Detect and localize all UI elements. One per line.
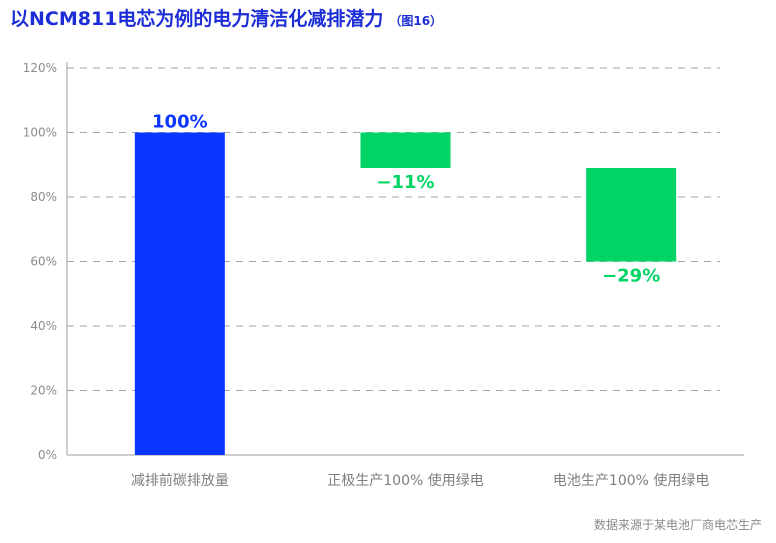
data-label-1: 100% bbox=[152, 112, 208, 133]
y-tick-label: 120% bbox=[23, 61, 57, 75]
y-tick-label: 20% bbox=[30, 384, 57, 398]
bars bbox=[134, 132, 677, 455]
data-label-3: −29% bbox=[602, 266, 660, 287]
chart-subtitle: （图16） bbox=[389, 14, 443, 28]
bar-1 bbox=[134, 132, 225, 455]
y-axis-tick-labels: 0% 20% 40% 60% 80% 100% 120% bbox=[23, 61, 57, 462]
y-tick-label: 80% bbox=[30, 190, 57, 204]
y-tick-label: 40% bbox=[30, 319, 57, 333]
data-label-2: −11% bbox=[376, 172, 434, 193]
y-tick-label: 0% bbox=[38, 448, 57, 462]
bar-3 bbox=[586, 167, 677, 262]
x-axis-category-labels: 减排前碳排放量 正极生产100% 使用绿电 电池生产100% 使用绿电 bbox=[131, 472, 710, 489]
bar-2 bbox=[360, 132, 451, 168]
y-tick-label: 60% bbox=[30, 255, 57, 269]
y-tick-label: 100% bbox=[23, 126, 57, 140]
data-labels: 100% −11% −29% bbox=[152, 112, 660, 287]
x-category-label: 正极生产100% 使用绿电 bbox=[327, 472, 483, 489]
x-category-label: 减排前碳排放量 bbox=[131, 472, 229, 489]
chart-title: 以NCM811电芯为例的电力清洁化减排潜力 （图16） bbox=[10, 4, 442, 31]
x-category-label: 电池生产100% 使用绿电 bbox=[553, 472, 709, 489]
chart-title-text: 以NCM811电芯为例的电力清洁化减排潜力 bbox=[10, 8, 384, 30]
source-note: 数据来源于某电池厂商电芯生产 bbox=[593, 518, 762, 532]
